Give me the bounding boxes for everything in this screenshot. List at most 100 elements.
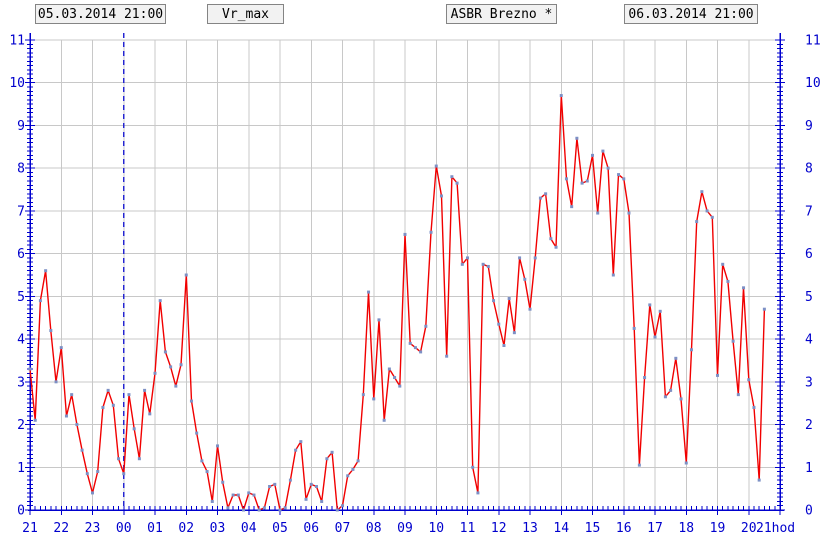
data-point-marker [189, 399, 193, 403]
data-point-marker [643, 376, 647, 380]
data-point-marker [413, 346, 417, 350]
data-point-marker [320, 499, 324, 503]
start-datetime-box[interactable]: 05.03.2014 21:00 [35, 4, 166, 24]
y-axis-label-left: 11 [9, 34, 25, 49]
data-point-marker [580, 181, 584, 185]
data-point-marker [91, 491, 94, 495]
data-point-marker [538, 196, 542, 200]
data-point-marker [382, 418, 386, 422]
data-line [29, 94, 766, 511]
data-point-marker [585, 179, 589, 183]
data-point-marker [632, 326, 636, 330]
x-axis-label: 21 [22, 521, 38, 536]
data-point-marker [283, 506, 287, 510]
x-axis-label: 11 [460, 521, 476, 536]
data-point-marker [356, 459, 360, 463]
x-axis-label: 18 [678, 521, 694, 536]
data-point-marker [429, 230, 433, 234]
data-point-marker [257, 508, 261, 512]
data-point-marker [502, 344, 506, 347]
data-point-marker [742, 286, 746, 290]
data-point-marker [184, 273, 188, 277]
x-axis-label: 19 [710, 521, 726, 536]
data-point-marker [372, 397, 376, 401]
end-datetime-box[interactable]: 06.03.2014 21:00 [624, 4, 758, 24]
data-point-marker [153, 371, 157, 375]
data-point-marker [445, 354, 449, 358]
data-point-marker [617, 173, 621, 177]
data-point-marker [221, 480, 225, 484]
x-axis-label: 05 [272, 521, 288, 536]
data-point-marker [559, 94, 563, 98]
x-axis-label: 22 [53, 521, 69, 536]
data-point-marker [304, 497, 308, 501]
data-point-marker [747, 378, 751, 382]
data-point-marker [450, 175, 454, 179]
y-axis-label-left: 7 [17, 204, 25, 219]
y-axis-label-left: 10 [9, 76, 25, 91]
data-point-marker [637, 463, 641, 467]
data-point-marker [44, 269, 48, 273]
data-point-marker [163, 350, 167, 354]
y-axis-label-right: 11 [805, 34, 821, 49]
data-point-marker [684, 461, 688, 465]
data-point-marker [466, 256, 469, 260]
data-point-marker [575, 136, 579, 140]
data-point-marker [403, 232, 407, 236]
data-point-marker [106, 388, 110, 392]
data-point-marker [528, 307, 532, 311]
data-point-marker [299, 440, 303, 444]
data-point-marker [564, 177, 568, 181]
data-point-marker [492, 299, 496, 303]
data-point-marker [460, 262, 464, 266]
data-point-marker [627, 211, 631, 215]
data-point-marker [59, 346, 63, 350]
y-axis-label-right: 7 [805, 204, 813, 219]
data-point-marker [361, 393, 365, 397]
data-point-marker [471, 465, 475, 469]
data-point-marker [216, 444, 219, 448]
data-point-marker [606, 166, 610, 170]
data-point-marker [38, 299, 42, 303]
data-point-marker [762, 307, 766, 311]
data-point-marker [169, 365, 173, 369]
data-point-marker [591, 153, 594, 157]
y-axis-label-right: 8 [805, 162, 813, 177]
x-axis-label: 02 [178, 521, 194, 536]
data-point-marker [481, 262, 485, 266]
data-point-marker [622, 177, 626, 181]
data-point-marker [205, 470, 209, 474]
data-point-marker [85, 472, 89, 476]
data-point-marker [570, 205, 574, 209]
data-point-marker [174, 384, 178, 388]
data-point-marker [64, 414, 68, 418]
y-axis-label-left: 3 [17, 375, 25, 390]
series-name-label: Vr_max [222, 6, 269, 22]
data-point-marker [309, 482, 313, 486]
series-selector-box[interactable]: Vr_max [207, 4, 284, 24]
x-axis-label: 16 [616, 521, 632, 536]
y-axis-label-left: 6 [17, 247, 25, 262]
y-axis-label-right: 2 [805, 418, 813, 433]
data-point-marker [497, 322, 501, 326]
y-axis-label-left: 0 [17, 504, 25, 519]
x-axis-label: 15 [585, 521, 601, 536]
station-selector-box[interactable]: ASBR Brezno * [446, 4, 557, 24]
y-axis-label-left: 8 [17, 162, 25, 177]
data-point-marker [28, 367, 32, 371]
data-point-marker [705, 209, 709, 213]
data-point-marker [716, 373, 719, 377]
data-point-marker [523, 277, 527, 281]
data-point-marker [273, 482, 277, 486]
start-datetime-label: 05.03.2014 21:00 [37, 6, 164, 22]
data-point-marker [695, 220, 699, 224]
y-axis-label-right: 0 [805, 504, 813, 519]
x-axis-label: 01 [147, 521, 163, 536]
data-point-marker [669, 388, 673, 392]
y-axis-label-right: 10 [805, 76, 821, 91]
data-point-marker [663, 395, 667, 399]
data-point-marker [351, 467, 355, 471]
data-point-marker [242, 508, 246, 512]
end-datetime-label: 06.03.2014 21:00 [628, 6, 754, 22]
data-point-marker [117, 457, 121, 461]
